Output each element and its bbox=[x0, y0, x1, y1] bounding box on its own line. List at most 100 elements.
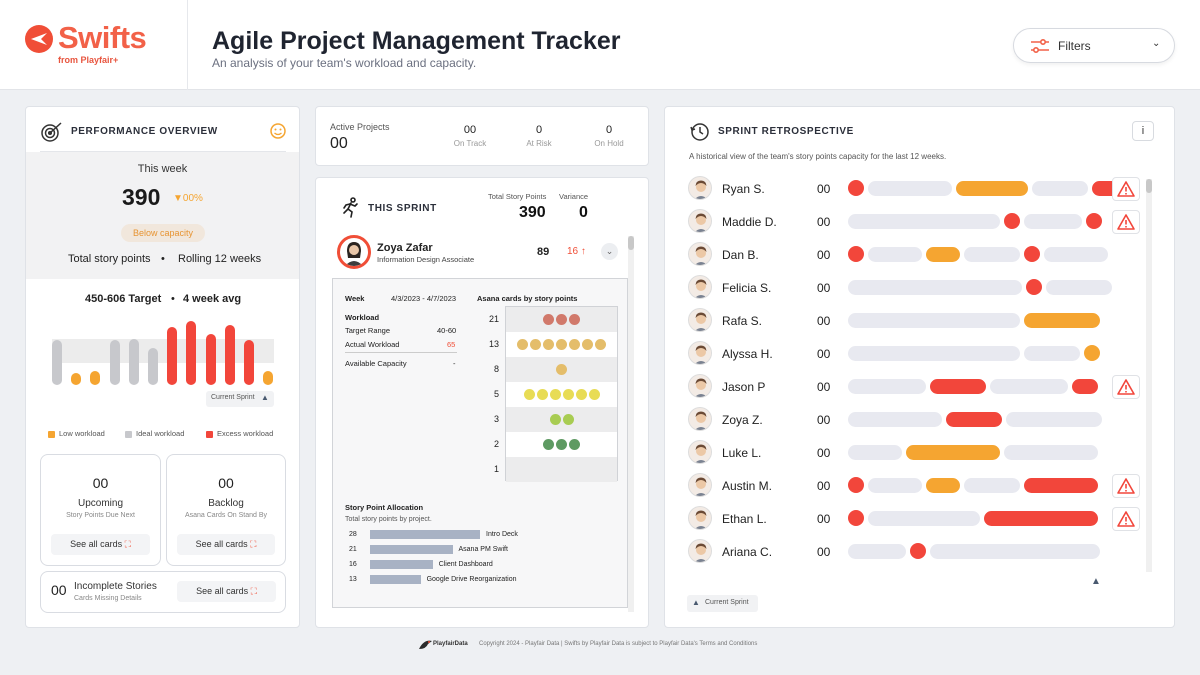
sprint-bar[interactable] bbox=[868, 247, 922, 262]
sprint-dot[interactable] bbox=[1004, 213, 1020, 229]
sprint-bar[interactable] bbox=[926, 247, 960, 262]
asana-card-dot[interactable] bbox=[523, 389, 535, 401]
sprint-bar[interactable] bbox=[1072, 379, 1098, 394]
info-button[interactable]: i bbox=[1132, 121, 1154, 141]
see-all-upcoming-button[interactable]: See all cards ⛶ bbox=[51, 534, 150, 555]
allocation-bar[interactable] bbox=[370, 575, 421, 584]
retro-row[interactable]: Ryan S. 00 bbox=[665, 173, 1165, 206]
sprint-bar[interactable] bbox=[946, 412, 1002, 427]
sprint-bar[interactable] bbox=[1024, 346, 1080, 361]
asana-card-dot[interactable] bbox=[575, 389, 587, 401]
see-all-incomplete-button[interactable]: See all cards ⛶ bbox=[177, 581, 276, 602]
asana-card-dot[interactable] bbox=[549, 389, 561, 401]
sprint-bar[interactable] bbox=[848, 280, 1022, 295]
sprint-dot[interactable] bbox=[848, 180, 864, 196]
sprint-bar[interactable] bbox=[848, 313, 1020, 328]
sprint-bar[interactable] bbox=[930, 379, 986, 394]
see-all-backlog-button[interactable]: See all cards ⛶ bbox=[177, 534, 275, 555]
sprint-bar[interactable] bbox=[956, 181, 1028, 196]
sprint-dot[interactable] bbox=[848, 477, 864, 493]
scrollbar-thumb[interactable] bbox=[628, 236, 634, 250]
workload-bar[interactable] bbox=[224, 324, 235, 385]
allocation-bar[interactable] bbox=[370, 545, 453, 554]
sprint-dot[interactable] bbox=[1024, 246, 1040, 262]
warning-icon[interactable] bbox=[1112, 210, 1140, 234]
sprint-dot[interactable] bbox=[848, 510, 864, 526]
retro-row[interactable]: Maddie D. 00 bbox=[665, 206, 1165, 239]
asana-card-dot[interactable] bbox=[588, 389, 600, 401]
sprint-dot[interactable] bbox=[1086, 213, 1102, 229]
retro-row[interactable]: Jason P 00 bbox=[665, 371, 1165, 404]
retro-row[interactable]: Felicia S. 00 bbox=[665, 272, 1165, 305]
asana-card-dot[interactable] bbox=[543, 339, 554, 351]
expand-chevron-icon[interactable]: ⌄ bbox=[601, 243, 618, 260]
sprint-dot[interactable] bbox=[1026, 279, 1042, 295]
asana-card-dot[interactable] bbox=[543, 314, 554, 326]
sprint-bar[interactable] bbox=[868, 511, 980, 526]
sprint-bar[interactable] bbox=[1006, 412, 1102, 427]
retro-row[interactable]: Ethan L. 00 bbox=[665, 503, 1165, 536]
asana-card-dot[interactable] bbox=[569, 314, 580, 326]
asana-card-dot[interactable] bbox=[530, 339, 541, 351]
asana-card-dot[interactable] bbox=[569, 439, 580, 451]
warning-icon[interactable] bbox=[1112, 507, 1140, 531]
workload-bar[interactable] bbox=[263, 370, 274, 385]
sprint-bar[interactable] bbox=[964, 247, 1020, 262]
sprint-bar[interactable] bbox=[848, 214, 1000, 229]
retro-row[interactable]: Zoya Z. 00 bbox=[665, 404, 1165, 437]
sprint-dot[interactable] bbox=[1084, 345, 1100, 361]
allocation-bar[interactable] bbox=[370, 560, 433, 569]
retro-row[interactable]: Alyssa H. 00 bbox=[665, 338, 1165, 371]
asana-card-dot[interactable] bbox=[536, 389, 548, 401]
workload-bar[interactable] bbox=[244, 340, 254, 385]
sprint-bar[interactable] bbox=[1004, 445, 1098, 460]
sprint-bar[interactable] bbox=[848, 445, 902, 460]
sprint-bar[interactable] bbox=[868, 478, 922, 493]
sprint-dot[interactable] bbox=[848, 246, 864, 262]
asana-card-dot[interactable] bbox=[582, 339, 593, 351]
sprint-bar[interactable] bbox=[848, 412, 942, 427]
sprint-bar[interactable] bbox=[926, 478, 960, 493]
scrollbar[interactable] bbox=[1146, 179, 1152, 572]
retro-row[interactable]: Austin M. 00 bbox=[665, 470, 1165, 503]
sprint-bar[interactable] bbox=[906, 445, 1000, 460]
warning-icon[interactable] bbox=[1112, 375, 1140, 399]
retro-row[interactable]: Rafa S. 00 bbox=[665, 305, 1165, 338]
asana-card-dot[interactable] bbox=[562, 389, 574, 401]
sprint-bar[interactable] bbox=[1024, 214, 1082, 229]
sprint-bar[interactable] bbox=[1032, 181, 1088, 196]
workload-bar[interactable] bbox=[52, 340, 62, 385]
asana-card-dot[interactable] bbox=[562, 414, 574, 426]
asana-card-dot[interactable] bbox=[556, 364, 567, 376]
asana-card-dot[interactable] bbox=[595, 339, 606, 351]
workload-bar[interactable] bbox=[109, 340, 120, 385]
asana-card-dot[interactable] bbox=[556, 339, 567, 351]
scrollbar[interactable] bbox=[628, 236, 634, 612]
warning-icon[interactable] bbox=[1112, 177, 1140, 201]
workload-bar[interactable] bbox=[205, 333, 216, 385]
asana-card-dot[interactable] bbox=[517, 339, 528, 351]
asana-card-dot[interactable] bbox=[556, 439, 567, 451]
smiley-icon[interactable] bbox=[270, 123, 286, 139]
allocation-bar[interactable] bbox=[370, 530, 480, 539]
workload-bar[interactable] bbox=[128, 338, 139, 385]
workload-bar[interactable] bbox=[148, 347, 158, 385]
sprint-bar[interactable] bbox=[990, 379, 1068, 394]
sprint-bar[interactable] bbox=[964, 478, 1020, 493]
retro-row[interactable]: Dan B. 00 bbox=[665, 239, 1165, 272]
warning-icon[interactable] bbox=[1112, 474, 1140, 498]
workload-bar[interactable] bbox=[71, 373, 82, 385]
scrollbar-thumb[interactable] bbox=[1146, 179, 1152, 193]
asana-card-dot[interactable] bbox=[569, 339, 580, 351]
retro-row[interactable]: Ariana C. 00 bbox=[665, 536, 1165, 569]
sprint-bar[interactable] bbox=[868, 181, 952, 196]
asana-card-dot[interactable] bbox=[549, 414, 561, 426]
sprint-bar[interactable] bbox=[984, 511, 1098, 526]
asana-card-dot[interactable] bbox=[543, 439, 554, 451]
workload-bar[interactable] bbox=[167, 327, 178, 385]
workload-bar[interactable] bbox=[90, 370, 101, 385]
sprint-bar[interactable] bbox=[1046, 280, 1112, 295]
sprint-dot[interactable] bbox=[910, 543, 926, 559]
sprint-bar[interactable] bbox=[848, 379, 926, 394]
sprint-bar[interactable] bbox=[1024, 478, 1098, 493]
